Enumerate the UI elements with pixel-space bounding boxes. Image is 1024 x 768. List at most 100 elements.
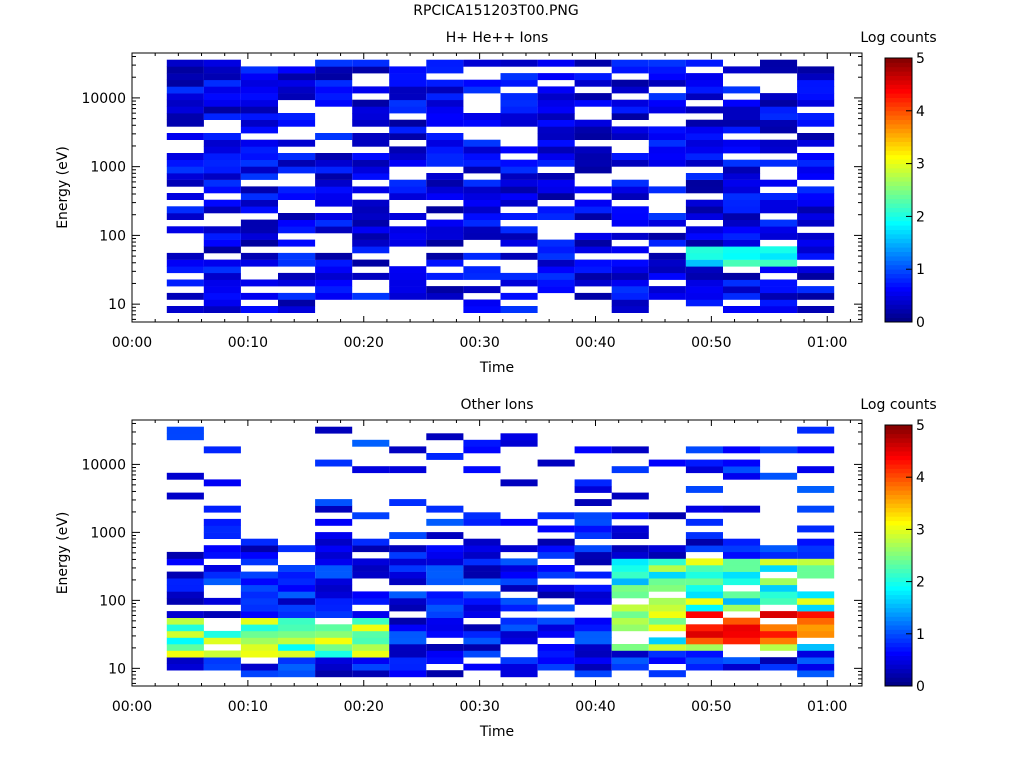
heatmap-cell [797, 272, 835, 280]
heatmap-cell [500, 199, 538, 207]
heatmap-cell [389, 650, 427, 658]
heatmap-cell [611, 113, 649, 120]
heatmap-cell [203, 206, 241, 214]
heatmap-cell [685, 153, 723, 160]
heatmap-cell [426, 133, 464, 140]
heatmap-cell [797, 545, 835, 553]
heatmap-cell [648, 286, 686, 294]
heatmap-cell [797, 173, 835, 180]
heatmap-cell [166, 644, 204, 651]
heatmap-cell [574, 159, 612, 167]
heatmap-cell [611, 492, 649, 500]
y-axis-label: Energy (eV) [55, 146, 71, 229]
heatmap-cell [463, 611, 501, 618]
heatmap-cell [537, 604, 575, 612]
heatmap-cells [166, 426, 835, 678]
heatmap-cell [611, 179, 649, 187]
heatmap-cell [463, 232, 501, 240]
heatmap-cell [463, 637, 501, 645]
heatmap-cell [463, 252, 501, 260]
colorbar-segment [885, 455, 912, 461]
heatmap-cell [389, 213, 427, 220]
heatmap-cell [315, 153, 353, 160]
heatmap-cell [760, 66, 798, 74]
colorbar-segment [885, 198, 912, 204]
heatmap-cell [537, 624, 575, 632]
heatmap-cell [500, 173, 538, 180]
heatmap-cell [760, 119, 798, 127]
heatmap-cell [537, 246, 575, 254]
heatmap-cell [426, 259, 464, 267]
colorbar-segment [885, 520, 912, 526]
heatmap-cell [500, 663, 538, 671]
heatmap-cell [611, 133, 649, 140]
heatmap-cell [723, 246, 761, 254]
heatmap-cell [611, 66, 649, 74]
heatmap-cell [352, 611, 390, 618]
heatmap-cell [463, 545, 501, 553]
heatmap-cell [166, 472, 204, 480]
heatmap-cell [352, 59, 390, 67]
heatmap-cell [426, 113, 464, 120]
heatmap-cell [166, 611, 204, 618]
heatmap-cell [389, 578, 427, 586]
heatmap-cell [723, 571, 761, 579]
heatmap-cell [240, 663, 278, 671]
heatmap-cell [537, 59, 575, 67]
heatmap-cell [685, 199, 723, 207]
heatmap-cell [352, 591, 390, 599]
heatmap-cell [574, 650, 612, 658]
heatmap-cell [537, 630, 575, 638]
heatmap-cell [648, 551, 686, 559]
colorbar-segment [885, 507, 912, 513]
heatmap-cell [685, 272, 723, 280]
heatmap-cell [611, 545, 649, 553]
heatmap-cell [278, 617, 316, 625]
heatmap-cell [389, 86, 427, 94]
colorbar-segment [885, 599, 912, 604]
heatmap-cell [648, 133, 686, 140]
colorbar-tick-label: 4 [916, 470, 925, 486]
heatmap-cell [723, 206, 761, 214]
heatmap-cell [315, 79, 353, 87]
x-tick-label: 00:00 [112, 335, 152, 351]
heatmap-cell [500, 558, 538, 566]
heatmap-cell [648, 571, 686, 579]
heatmap-cell [723, 663, 761, 671]
heatmap-cell [389, 66, 427, 74]
heatmap-cell [648, 584, 686, 592]
heatmap-cell [797, 597, 835, 605]
heatmap-cell [315, 226, 353, 234]
heatmap-cell [203, 286, 241, 294]
heatmap-cell [278, 657, 316, 664]
heatmap-cell [685, 106, 723, 114]
heatmap-cell [315, 266, 353, 274]
heatmap-cell [760, 93, 798, 101]
heatmap-cell [500, 239, 538, 247]
colorbar-segment [885, 260, 912, 266]
heatmap-cell [611, 578, 649, 586]
heatmap-cell [352, 232, 390, 240]
heatmap-cell [203, 650, 241, 658]
heatmap-cell [500, 99, 538, 107]
heatmap-cell [426, 617, 464, 625]
heatmap-cell [278, 670, 316, 678]
heatmap-cell [574, 532, 612, 539]
heatmap-cell [352, 663, 390, 671]
heatmap-cell [203, 199, 241, 207]
heatmap-cell [574, 246, 612, 254]
heatmap-cell [352, 512, 390, 520]
heatmap-cell [760, 139, 798, 147]
heatmap-cell [500, 433, 538, 441]
heatmap-cell [723, 551, 761, 559]
heatmap-cell [389, 272, 427, 280]
heatmap-cell [500, 637, 538, 645]
colorbar-segment [885, 146, 912, 151]
heatmap-cell [315, 611, 353, 618]
heatmap-cell [389, 179, 427, 187]
heatmap-cell [537, 663, 575, 671]
colorbar-segment [885, 216, 912, 222]
heatmap-cell [760, 591, 798, 599]
heatmap-cell [203, 266, 241, 274]
heatmap-cell [166, 571, 204, 579]
